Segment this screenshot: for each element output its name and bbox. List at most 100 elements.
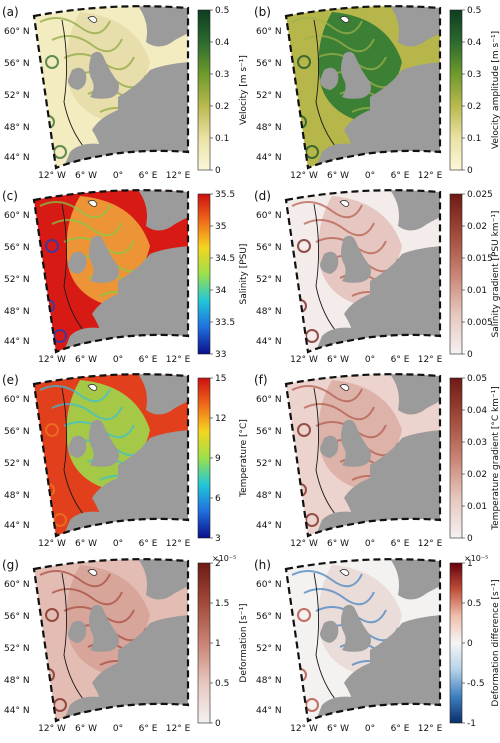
faroe-islands [339, 16, 350, 23]
map-frame [32, 189, 190, 354]
land-ireland [68, 435, 87, 458]
lon-tick-label: 0° [365, 171, 375, 181]
lon-tick-label: 6° E [139, 171, 158, 181]
lon-tick-label: 12° W [290, 355, 318, 365]
lat-tick-label: 44° N [4, 706, 30, 716]
lat-tick-label: 48° N [256, 491, 282, 501]
land-great-britain [89, 419, 119, 467]
panel-c: (c) 60° N 56° N 52° N 48° N 44° N 12° W 6° W 0° 6… [2, 189, 249, 365]
land-scandinavia [135, 559, 188, 600]
colorbar-tick-label: 0.5 [467, 599, 481, 609]
colorbar-tick-label: 2 [215, 559, 221, 569]
colorbar-tick-label: 0.005 [467, 318, 493, 328]
lat-tick-label: 52° N [4, 275, 30, 285]
colorbar-label: Temperature [°C] [239, 419, 249, 498]
colorbar-label: Salinity [PSU] [239, 244, 249, 305]
faroe-islands [339, 569, 350, 576]
lat-tick-label: 56° N [256, 243, 282, 253]
panel-label: (h) [254, 558, 271, 572]
lat-tick-label: 48° N [4, 676, 30, 686]
colorbar-tick-label: 0.03 [467, 438, 487, 448]
land-scandinavia [387, 559, 440, 600]
colorbar-tick-label: -1 [467, 719, 476, 729]
lat-tick-label: 52° N [256, 459, 282, 469]
land-great-britain [89, 51, 119, 99]
lon-tick-label: 12° E [166, 724, 191, 734]
panel-e: (e) 60° N 56° N 52° N 48° N 44° N 12° W 6° W 0° 6… [2, 373, 249, 549]
colorbar-tick-label: 0.3 [215, 70, 229, 80]
colorbar-tick-label: 0.02 [467, 222, 487, 232]
lat-tick-label: 60° N [4, 211, 30, 221]
land-scandinavia [387, 6, 440, 47]
faroe-islands [339, 384, 350, 391]
land-scandinavia [135, 374, 188, 415]
lat-tick-label: 44° N [4, 337, 30, 347]
colorbar-tick-label: 1 [215, 639, 221, 649]
lat-tick-label: 52° N [256, 275, 282, 285]
lat-tick-label: 52° N [256, 644, 282, 654]
lat-tick-label: 44° N [256, 337, 282, 347]
land-great-britain [341, 51, 371, 99]
lon-tick-label: 6° W [327, 724, 349, 734]
panel-label: (a) [2, 5, 19, 19]
panel-f: (f) 60° N 56° N 52° N 48° N 44° N 12° W 6° W 0° 6… [254, 373, 500, 549]
lat-tick-label: 56° N [256, 59, 282, 69]
lat-tick-label: 44° N [256, 153, 282, 163]
lat-tick-label: 60° N [256, 395, 282, 405]
lat-tick-label: 60° N [4, 580, 30, 590]
colorbar-tick-label: 0 [467, 639, 473, 649]
land-great-britain [341, 235, 371, 283]
lon-tick-label: 12° E [166, 539, 191, 549]
lon-tick-label: 6° W [327, 539, 349, 549]
faroe-islands [87, 569, 98, 576]
land-europe [344, 246, 440, 346]
colorbar-tick-label: 35.5 [215, 190, 235, 200]
colorbar-tick-label: 1.5 [215, 599, 229, 609]
lon-tick-label: 6° W [75, 539, 97, 549]
land-scandinavia [387, 190, 440, 231]
map-frame [284, 558, 442, 723]
lon-tick-label: 12° E [418, 355, 443, 365]
lon-tick-label: 0° [365, 724, 375, 734]
panel-label: (g) [2, 558, 19, 572]
lat-tick-label: 52° N [4, 91, 30, 101]
lon-tick-label: 12° E [418, 724, 443, 734]
lon-tick-label: 6° W [327, 355, 349, 365]
lon-tick-label: 0° [365, 355, 375, 365]
land-ireland [320, 620, 339, 643]
lon-tick-label: 6° E [391, 171, 410, 181]
colorbar-tick-label: 15 [215, 374, 226, 384]
colorbar-tick-label: 33.5 [215, 318, 235, 328]
land-great-britain [89, 235, 119, 283]
panel-g: (g) 60° N 56° N 52° N 48° N 44° N 12° W 6° W 0° 6… [2, 554, 249, 734]
lon-tick-label: 0° [113, 171, 123, 181]
colorbar-tick-label: 0 [215, 166, 221, 176]
colorbar-tick-label: 35 [215, 222, 226, 232]
lat-tick-label: 52° N [4, 644, 30, 654]
land-ireland [320, 67, 339, 90]
colorbar-tick-label: 3 [215, 534, 221, 544]
colorbar-tick-label: 0.5 [215, 679, 229, 689]
colorbar-tick-label: 0 [467, 166, 473, 176]
colorbar-tick-label: 33 [215, 350, 226, 360]
colorbar-tick-label: 0 [467, 534, 473, 544]
colorbar-tick-label: 0.015 [467, 254, 493, 264]
lon-tick-label: 6° E [139, 724, 158, 734]
colorbar-tick-label: 0.4 [215, 38, 230, 48]
lat-tick-label: 48° N [4, 123, 30, 133]
land-ireland [320, 251, 339, 274]
faroe-islands [339, 200, 350, 207]
colorbar [197, 377, 211, 539]
faroe-islands [87, 384, 98, 391]
lon-tick-label: 12° W [38, 355, 66, 365]
land-europe [344, 615, 440, 715]
lon-tick-label: 6° W [327, 171, 349, 181]
colorbar-tick-label: 12 [215, 414, 226, 424]
lat-tick-label: 48° N [256, 307, 282, 317]
colorbar-tick-label: 0.5 [467, 6, 481, 16]
colorbar [197, 193, 211, 355]
colorbar-label: Salinity gradient [PSU km⁻¹] [491, 211, 500, 338]
colorbar-tick-label: 0.05 [467, 374, 487, 384]
colorbar [449, 562, 463, 724]
